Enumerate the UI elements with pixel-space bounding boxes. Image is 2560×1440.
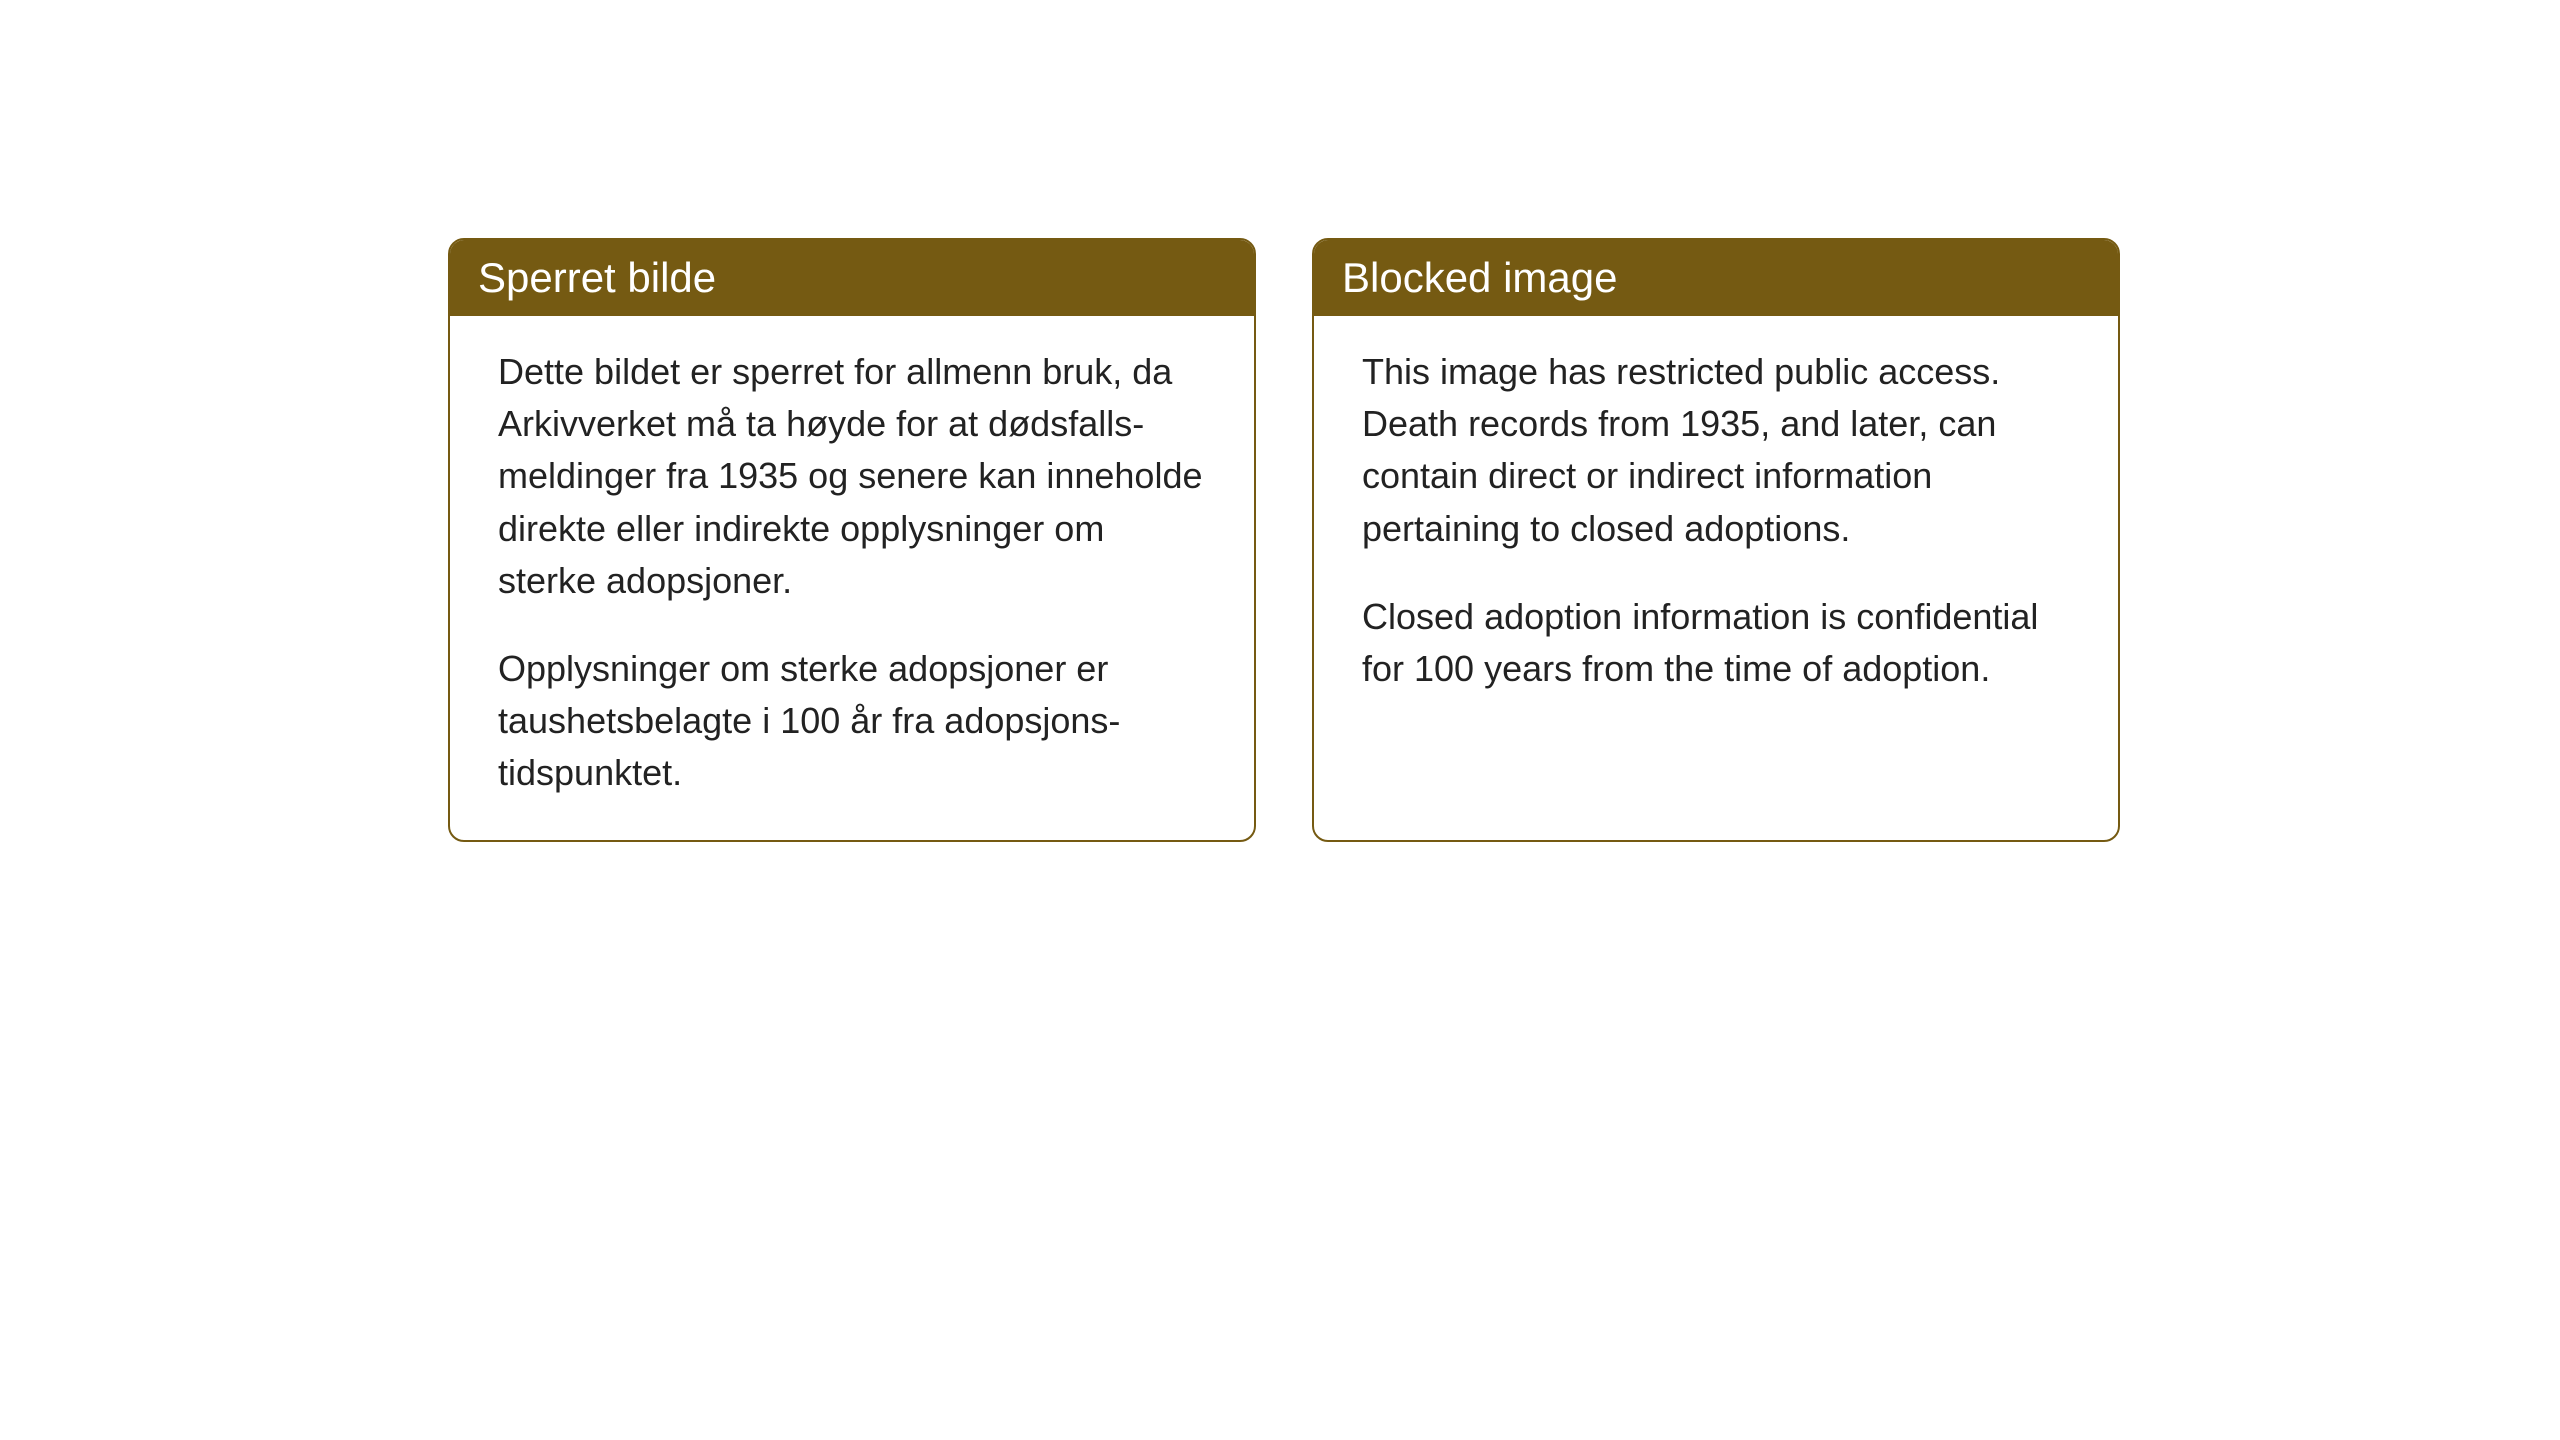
norwegian-paragraph-2: Opplysninger om sterke adopsjoner er tau… [498,643,1206,800]
norwegian-card: Sperret bilde Dette bildet er sperret fo… [448,238,1256,842]
cards-container: Sperret bilde Dette bildet er sperret fo… [448,238,2120,842]
english-card-header: Blocked image [1314,240,2118,316]
english-paragraph-1: This image has restricted public access.… [1362,346,2070,555]
english-paragraph-2: Closed adoption information is confident… [1362,591,2070,695]
norwegian-card-header: Sperret bilde [450,240,1254,316]
english-card: Blocked image This image has restricted … [1312,238,2120,842]
english-card-body: This image has restricted public access.… [1314,316,2118,735]
norwegian-card-body: Dette bildet er sperret for allmenn bruk… [450,316,1254,840]
norwegian-paragraph-1: Dette bildet er sperret for allmenn bruk… [498,346,1206,607]
